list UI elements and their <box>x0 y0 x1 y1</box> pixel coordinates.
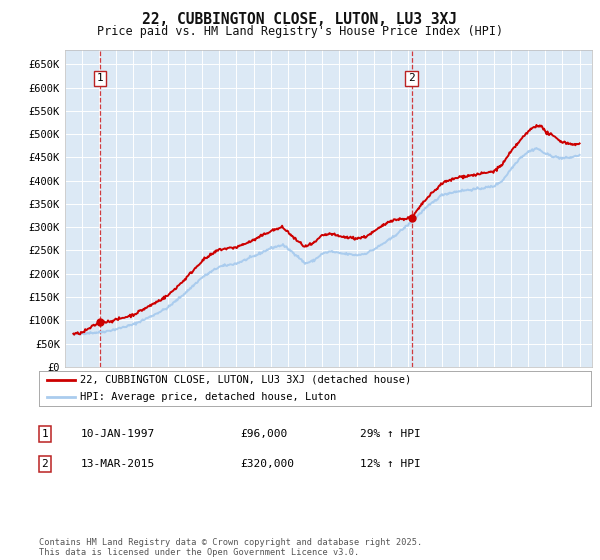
Text: Price paid vs. HM Land Registry's House Price Index (HPI): Price paid vs. HM Land Registry's House … <box>97 25 503 38</box>
Text: 2: 2 <box>41 459 49 469</box>
Text: £320,000: £320,000 <box>240 459 294 469</box>
Text: Contains HM Land Registry data © Crown copyright and database right 2025.
This d: Contains HM Land Registry data © Crown c… <box>39 538 422 557</box>
Text: HPI: Average price, detached house, Luton: HPI: Average price, detached house, Luto… <box>80 393 337 402</box>
Text: 29% ↑ HPI: 29% ↑ HPI <box>360 429 421 439</box>
Text: 12% ↑ HPI: 12% ↑ HPI <box>360 459 421 469</box>
Text: £96,000: £96,000 <box>240 429 287 439</box>
Text: 10-JAN-1997: 10-JAN-1997 <box>81 429 155 439</box>
Text: 1: 1 <box>41 429 49 439</box>
Text: 2: 2 <box>408 73 415 83</box>
Text: 22, CUBBINGTON CLOSE, LUTON, LU3 3XJ: 22, CUBBINGTON CLOSE, LUTON, LU3 3XJ <box>143 12 458 27</box>
Text: 22, CUBBINGTON CLOSE, LUTON, LU3 3XJ (detached house): 22, CUBBINGTON CLOSE, LUTON, LU3 3XJ (de… <box>80 375 412 385</box>
Text: 1: 1 <box>97 73 103 83</box>
Text: 13-MAR-2015: 13-MAR-2015 <box>81 459 155 469</box>
